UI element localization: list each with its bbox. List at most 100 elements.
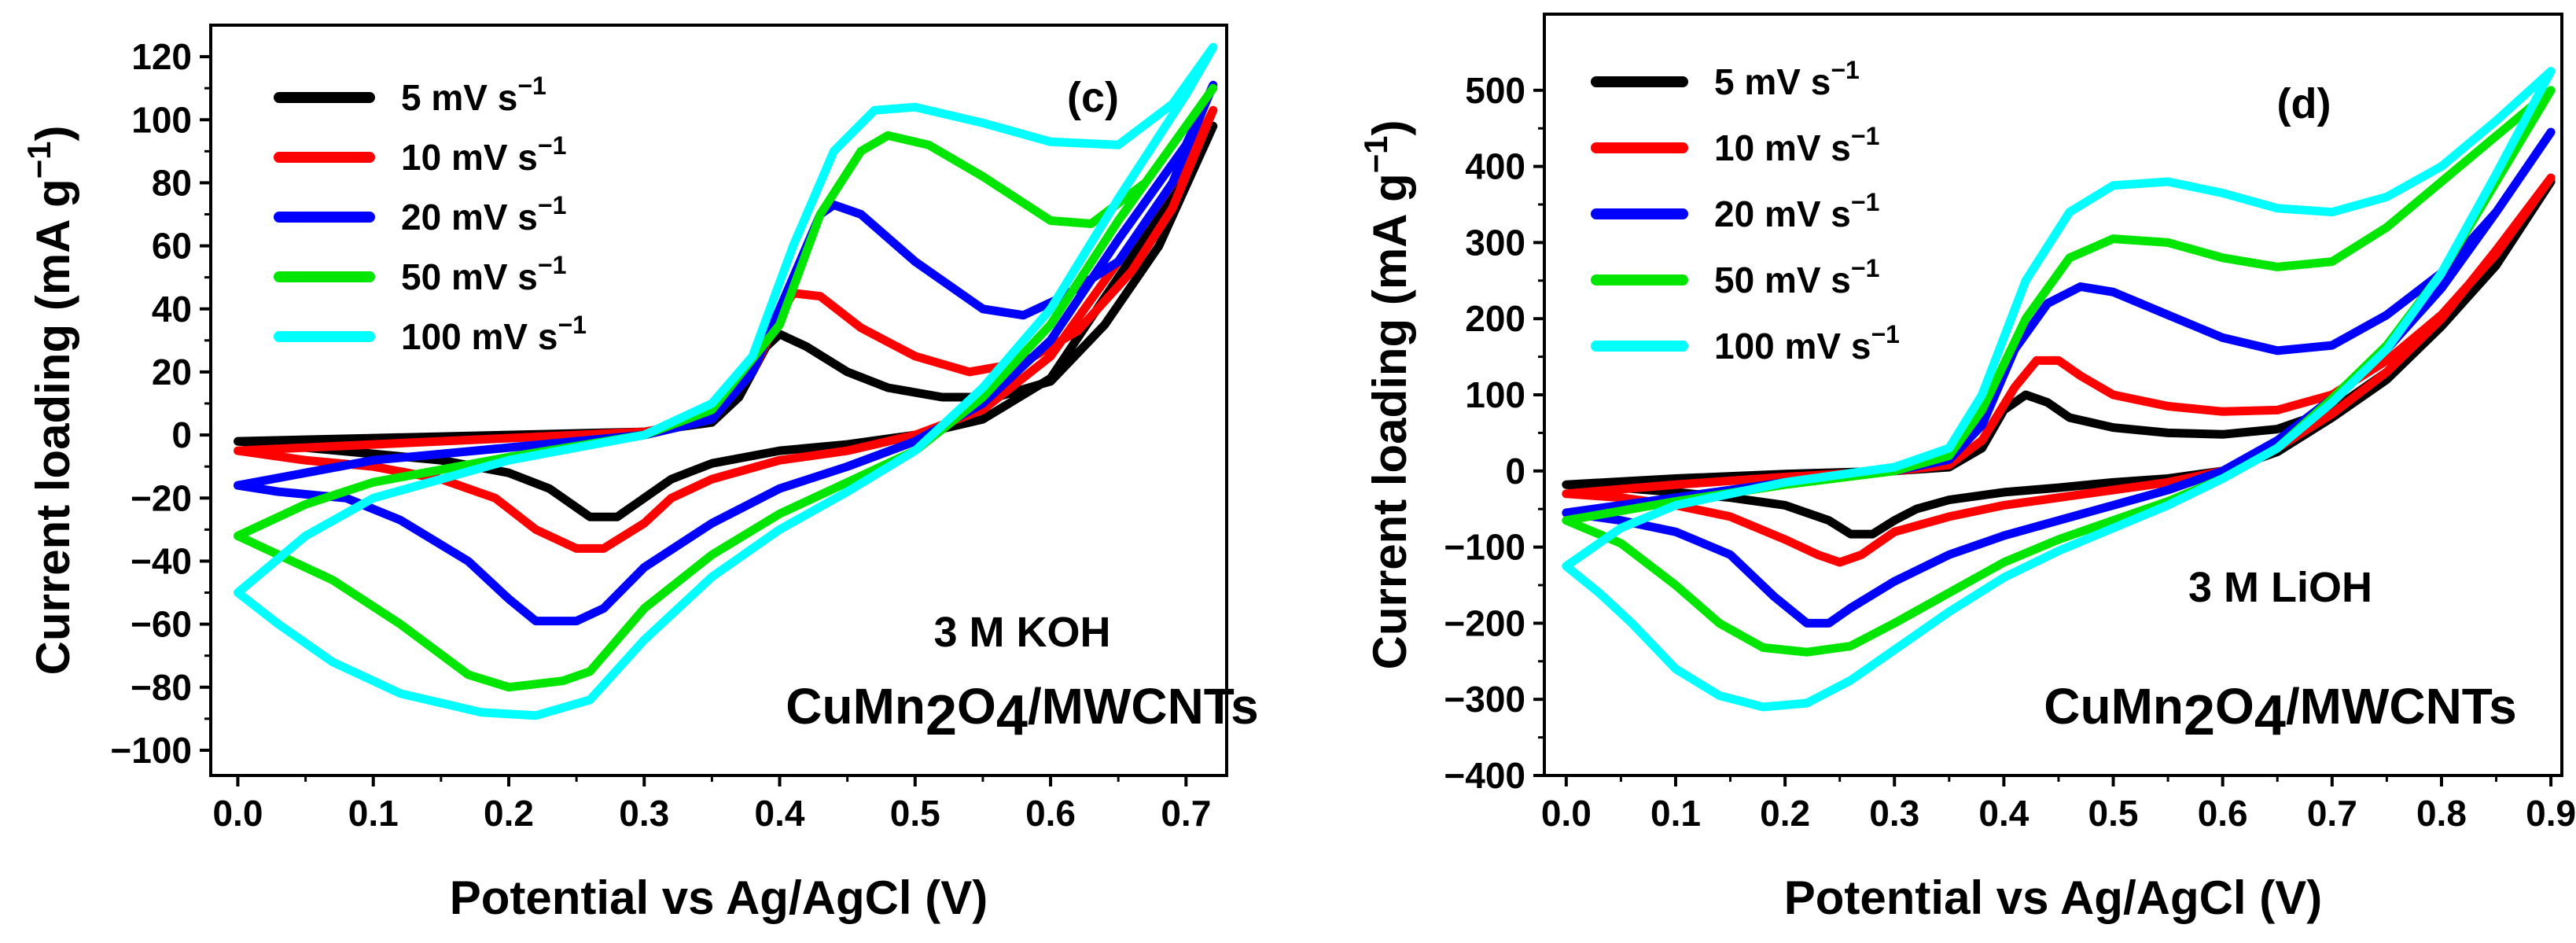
y-tick-label: 120 bbox=[131, 36, 192, 77]
x-tick-label: 0.7 bbox=[2307, 793, 2357, 834]
legend-label-exponent: −1 bbox=[558, 311, 586, 339]
y-title-main: Current loading (mA g bbox=[1363, 173, 1416, 669]
formula-prefix: CuMn bbox=[2044, 678, 2184, 735]
formula-sub2: 4 bbox=[2254, 684, 2286, 747]
legend-label-exponent: −1 bbox=[1851, 188, 1879, 216]
x-tick-label: 0.8 bbox=[2416, 793, 2467, 834]
series-line-3 bbox=[1562, 86, 2556, 657]
legend-label-exponent: −1 bbox=[1831, 56, 1859, 84]
panel-label: (c) bbox=[1067, 74, 1119, 121]
y-tick-label: 0 bbox=[171, 414, 192, 455]
y-title-exponent: −1 bbox=[1357, 136, 1394, 174]
legend-label-text: 50 mV s bbox=[401, 256, 538, 297]
y-tick-label: −60 bbox=[131, 604, 192, 645]
y-title-exponent: −1 bbox=[20, 142, 57, 179]
legend-label-exponent: −1 bbox=[1871, 320, 1899, 348]
x-tick-label: 0.4 bbox=[755, 793, 805, 834]
panel-d-lioh: −400 −300 −200 −100 0 100 200 300 400 500 0.0 0.1 0.… bbox=[1357, 13, 2576, 924]
series-line-2 bbox=[234, 80, 1218, 626]
material-label: CuMn2O4/MWCNTs bbox=[2044, 678, 2516, 747]
formula-sub2: 4 bbox=[996, 684, 1028, 747]
x-tick-label: 0.7 bbox=[1161, 793, 1211, 834]
legend-label-text: 50 mV s bbox=[1714, 260, 1851, 300]
legend-label-text: 10 mV s bbox=[1714, 127, 1851, 168]
legend-label-4: 100 mV s−1 bbox=[1714, 320, 1900, 367]
legend-label-2: 20 mV s−1 bbox=[1714, 188, 1879, 234]
panel-c-koh: −100 −80 −60 −40 −20 0 20 40 60 80 100 120 0.0 0.1 0.2… bbox=[20, 24, 1259, 924]
y-tick-label: −20 bbox=[131, 477, 192, 518]
legend-label-text: 100 mV s bbox=[1714, 326, 1871, 367]
y-tick-label: 500 bbox=[1465, 70, 1525, 111]
y-axis-title: Current loading (mA g−1) bbox=[1357, 120, 1416, 670]
series-group bbox=[1562, 67, 2556, 712]
formula-prefix: CuMn bbox=[786, 678, 926, 735]
x-axis-title: Potential vs Ag/AgCl (V) bbox=[1784, 871, 2323, 924]
x-tick-label: 0.2 bbox=[484, 793, 534, 834]
y-title-close: ) bbox=[1363, 120, 1416, 136]
y-tick-label: 200 bbox=[1465, 298, 1525, 339]
legend-label-text: 10 mV s bbox=[401, 137, 538, 178]
x-tick-label: 0.5 bbox=[2088, 793, 2139, 834]
y-tick-label: −300 bbox=[1444, 679, 1525, 720]
formula-sub1: 2 bbox=[2184, 684, 2215, 747]
x-tick-label: 0.0 bbox=[1541, 793, 1592, 834]
y-tick-label: −100 bbox=[110, 730, 192, 771]
x-tick-label: 0.1 bbox=[1650, 793, 1701, 834]
formula-sub1: 2 bbox=[926, 684, 957, 747]
x-tick-label: 0.6 bbox=[2198, 793, 2248, 834]
series-line-1 bbox=[1562, 173, 2556, 567]
legend-label-exponent: −1 bbox=[1851, 122, 1879, 150]
formula-mid: O bbox=[2215, 678, 2254, 735]
legend-label-text: 5 mV s bbox=[401, 77, 517, 118]
material-label: CuMn2O4/MWCNTs bbox=[786, 678, 1258, 747]
y-tick-label: 20 bbox=[152, 352, 192, 392]
x-tick-label: 0.1 bbox=[348, 793, 399, 834]
legend-label-0: 5 mV s−1 bbox=[1714, 56, 1860, 102]
y-tick-label: −100 bbox=[1444, 527, 1525, 568]
legend-label-exponent: −1 bbox=[538, 251, 566, 279]
y-tick-label: 300 bbox=[1465, 222, 1525, 263]
y-tick-label: −400 bbox=[1444, 755, 1525, 796]
y-tick-label: −80 bbox=[131, 667, 192, 708]
y-title-main: Current loading (mA g bbox=[27, 179, 79, 675]
legend-label-3: 50 mV s−1 bbox=[1714, 254, 1879, 300]
y-tick-label: 60 bbox=[152, 226, 192, 267]
legend-label-1: 10 mV s−1 bbox=[401, 131, 566, 178]
legend-label-exponent: −1 bbox=[517, 72, 546, 100]
formula-mid: O bbox=[957, 678, 996, 735]
series-group bbox=[234, 42, 1218, 720]
x-tick-label: 0.2 bbox=[1760, 793, 1810, 834]
y-tick-label: −40 bbox=[131, 540, 192, 581]
legend-label-exponent: −1 bbox=[538, 191, 566, 219]
axes-frame bbox=[209, 24, 1228, 777]
series-line-2 bbox=[1562, 127, 2556, 628]
electrolyte-label: 3 M LiOH bbox=[2188, 564, 2372, 611]
legend-label-exponent: −1 bbox=[538, 131, 566, 160]
x-tick-label: 0.3 bbox=[619, 793, 669, 834]
formula-suffix: /MWCNTs bbox=[2286, 678, 2517, 735]
y-title-close: ) bbox=[27, 126, 79, 142]
x-tick-label: 0.5 bbox=[890, 793, 940, 834]
x-axis-title: Potential vs Ag/AgCl (V) bbox=[450, 871, 988, 924]
y-tick-label: −200 bbox=[1444, 602, 1525, 643]
legend-label-text: 100 mV s bbox=[401, 316, 558, 357]
panel-label: (d) bbox=[2277, 80, 2331, 127]
x-tick-label: 0.9 bbox=[2526, 793, 2576, 834]
axes-frame bbox=[1543, 13, 2563, 777]
y-tick-label: 40 bbox=[152, 289, 192, 330]
y-tick-label: 100 bbox=[1465, 374, 1525, 415]
series-line-4 bbox=[1562, 67, 2556, 712]
x-tick-label: 0.0 bbox=[212, 793, 263, 834]
y-tick-label: 80 bbox=[152, 162, 192, 203]
legend-label-3: 50 mV s−1 bbox=[401, 251, 566, 297]
legend-label-2: 20 mV s−1 bbox=[401, 191, 566, 238]
y-axis-title: Current loading (mA g−1) bbox=[20, 126, 79, 676]
legend-label-exponent: −1 bbox=[1851, 254, 1879, 282]
x-tick-label: 0.3 bbox=[1869, 793, 1919, 834]
legend-label-text: 20 mV s bbox=[401, 197, 538, 238]
legend-label-text: 20 mV s bbox=[1714, 193, 1851, 234]
series-line-4 bbox=[234, 42, 1218, 720]
y-tick-label: 100 bbox=[131, 99, 192, 140]
